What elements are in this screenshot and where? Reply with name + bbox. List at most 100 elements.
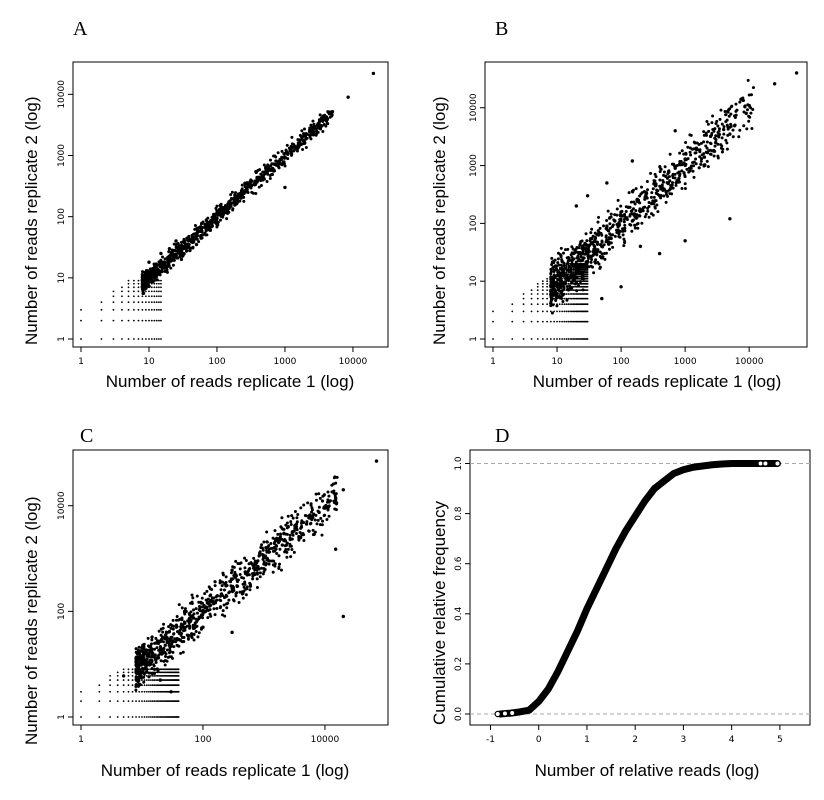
scatter-point: [577, 252, 581, 256]
scatter-point: [205, 601, 209, 605]
scatter-point: [284, 149, 288, 153]
scatter-point: [262, 560, 266, 564]
scatter-point: [685, 167, 689, 171]
scatter-point: [573, 310, 576, 313]
scatter-point: [671, 186, 675, 190]
scatter-point: [567, 289, 570, 292]
scatter-point: [556, 275, 558, 278]
scatter-point: [522, 293, 525, 295]
plot-d: -1 0 1 2 3 4 50.00.20.40.60.81.0: [454, 449, 811, 745]
scatter-point: [649, 171, 653, 175]
scatter-point: [208, 599, 212, 603]
scatter-point: [228, 590, 232, 594]
scatter-point: [238, 590, 242, 594]
scatter-point: [561, 293, 564, 295]
scatter-point: [580, 244, 585, 249]
scatter-point: [283, 155, 287, 159]
scatter-point: [629, 200, 633, 204]
scatter-point: [194, 232, 199, 236]
x-axis-label-d: Number of relative reads (log): [534, 761, 760, 780]
scatter-point: [694, 151, 698, 155]
scatter-point: [578, 293, 580, 295]
scatter-point: [239, 196, 243, 200]
scatter-point: [569, 271, 572, 274]
scatter-point: [149, 684, 152, 687]
scatter-point: [141, 684, 143, 687]
scatter-point: [266, 550, 270, 554]
scatter-point: [330, 490, 334, 494]
scatter-point: [284, 523, 288, 527]
scatter-point: [156, 679, 159, 681]
scatter-point: [315, 123, 320, 128]
scatter-point: [549, 297, 552, 300]
scatter-point: [574, 204, 579, 208]
scatter-point: [492, 338, 494, 340]
scatter-point: [80, 716, 82, 718]
y-tick-label: 100: [57, 208, 67, 225]
scatter-point: [608, 222, 612, 226]
scatter-point: [616, 230, 620, 235]
scatter-point: [307, 130, 311, 134]
scatter-point: [665, 189, 669, 193]
scatter-point: [112, 301, 115, 304]
scatter-point: [121, 290, 123, 293]
scatter-point: [655, 203, 659, 207]
scatter-point: [276, 532, 280, 536]
panel-label-c: C: [80, 425, 94, 447]
scatter-point: [683, 186, 687, 190]
scatter-point: [649, 201, 654, 206]
scatter-point: [148, 286, 150, 289]
scatter-point: [320, 499, 324, 503]
scatter-point: [573, 264, 576, 266]
scatter-point: [747, 119, 751, 123]
scatter-point: [563, 289, 566, 292]
scatter-point: [750, 127, 754, 131]
scatter-point: [269, 546, 273, 550]
scatter-point: [575, 320, 578, 323]
scatter-point: [148, 645, 152, 649]
scatter-point: [341, 488, 345, 492]
scatter-point: [677, 176, 681, 181]
scatter-point: [134, 647, 138, 651]
scatter-point: [733, 115, 737, 119]
scatter-point: [575, 285, 578, 288]
scatter-point: [546, 277, 549, 280]
scatter-point: [570, 268, 573, 271]
scatter-point: [155, 282, 158, 285]
scatter-point: [570, 280, 573, 283]
scatter-point: [598, 250, 602, 254]
scatter-point: [708, 134, 713, 139]
scatter-point: [573, 280, 576, 283]
scatter-point: [151, 671, 154, 674]
scatter-point: [553, 273, 556, 276]
scatter-point: [160, 319, 162, 322]
scatter-point: [585, 259, 590, 264]
scatter-point: [241, 582, 245, 586]
scatter-point: [578, 243, 582, 247]
scatter-point: [233, 575, 237, 579]
scatter-point: [235, 197, 240, 202]
scatter-point: [131, 668, 134, 671]
scatter-point: [267, 562, 271, 566]
panel-label-d: D: [495, 425, 510, 447]
scatter-point: [160, 301, 162, 304]
scatter-point: [296, 138, 300, 142]
scatter-point: [141, 286, 144, 289]
scatter-point: [155, 301, 158, 304]
scatter-point: [536, 297, 539, 300]
panel-c: C 1 100 10000 1 100 10000 Number of reads rep…: [0, 415, 410, 800]
scatter-point: [159, 258, 163, 262]
scatter-point: [559, 246, 563, 250]
scatter-point: [151, 655, 155, 659]
scatter-point: [138, 674, 141, 677]
scatter-point: [158, 716, 160, 718]
scatter-point: [150, 279, 153, 282]
scatter-point: [248, 180, 252, 184]
scatter-point: [699, 162, 703, 166]
scatter-point: [673, 166, 677, 170]
scatter-point: [572, 270, 575, 272]
scatter-point: [572, 266, 575, 269]
scatter-point: [181, 650, 185, 654]
scatter-point: [142, 291, 146, 295]
